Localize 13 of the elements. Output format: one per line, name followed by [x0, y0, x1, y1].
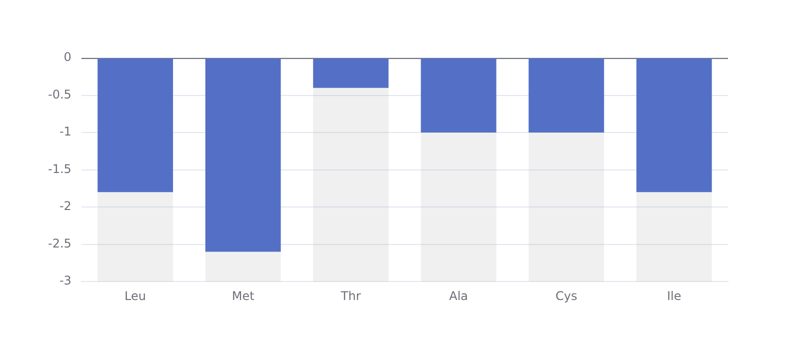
y-tick-label: -2.5 [48, 236, 72, 250]
x-tick-label: Thr [340, 288, 361, 303]
y-tick-label: -1 [59, 124, 72, 139]
x-tick-label: Cys [555, 288, 578, 303]
y-tick-label: -2 [59, 199, 72, 214]
x-tick-label: Ile [666, 288, 682, 303]
x-tick-label: Met [232, 288, 255, 303]
x-tick-label: Leu [124, 288, 146, 303]
y-tick-label: -1.5 [48, 162, 72, 176]
y-tick-label: 0 [64, 50, 72, 64]
y-tick-label: -0.5 [48, 87, 72, 102]
x-tick-label: Ala [449, 288, 468, 303]
y-tick-label: -3 [59, 274, 72, 288]
